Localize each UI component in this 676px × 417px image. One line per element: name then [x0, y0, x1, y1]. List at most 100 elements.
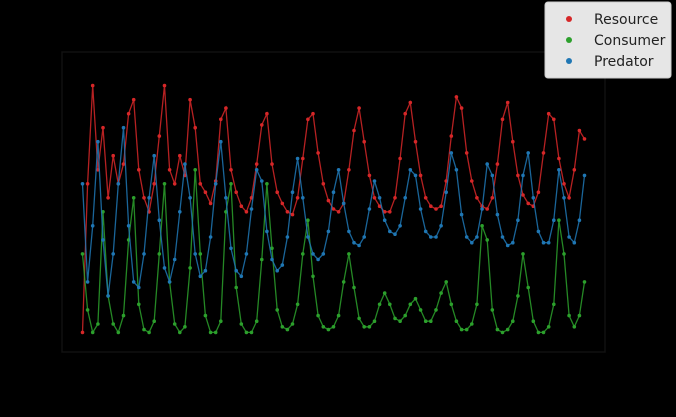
data-point-predator — [265, 229, 269, 234]
data-point-resource — [582, 137, 587, 141]
data-point-resource — [505, 100, 510, 105]
data-point-resource — [526, 201, 530, 206]
data-point-predator — [244, 252, 249, 256]
data-point-predator — [167, 280, 172, 284]
data-point-predator — [85, 280, 90, 284]
data-point-resource — [137, 168, 141, 172]
data-point-consumer — [470, 322, 474, 326]
data-point-consumer — [357, 316, 361, 321]
data-point-predator — [147, 196, 151, 200]
data-point-predator — [311, 252, 315, 256]
data-point-resource — [101, 125, 105, 130]
data-point-resource — [275, 190, 280, 194]
data-point-resource — [398, 156, 402, 161]
data-point-consumer — [526, 285, 530, 290]
data-point-consumer — [398, 319, 402, 324]
data-point-predator — [96, 139, 100, 144]
data-point-predator — [316, 257, 320, 262]
data-point-predator — [224, 196, 228, 200]
data-point-predator — [121, 125, 126, 130]
data-point-predator — [306, 235, 310, 239]
data-point-resource — [270, 162, 274, 166]
data-point-predator — [101, 238, 105, 242]
data-point-consumer — [521, 252, 525, 256]
data-point-consumer — [505, 327, 510, 332]
data-point-resource — [321, 182, 326, 186]
data-point-resource — [244, 210, 249, 214]
legend-marker-predator — [566, 58, 572, 64]
data-point-resource — [362, 139, 367, 144]
data-point-resource — [260, 123, 264, 127]
data-point-predator — [485, 162, 490, 166]
data-point-resource — [347, 168, 351, 172]
data-point-predator — [464, 235, 469, 239]
data-point-predator — [301, 196, 305, 200]
data-point-resource — [90, 83, 95, 88]
data-point-resource — [557, 156, 561, 161]
series-layer — [80, 83, 587, 335]
data-point-predator — [142, 252, 146, 256]
data-point-resource — [224, 106, 228, 110]
data-point-consumer — [260, 257, 264, 262]
data-point-predator — [188, 196, 192, 200]
data-point-consumer — [434, 308, 438, 312]
data-point-predator — [367, 207, 372, 211]
data-point-consumer — [157, 252, 162, 256]
data-point-resource — [352, 128, 356, 133]
data-point-consumer — [265, 182, 269, 186]
data-point-predator — [229, 246, 233, 251]
series-resource — [80, 83, 587, 335]
data-point-resource — [367, 173, 372, 178]
data-point-predator — [106, 294, 110, 298]
data-point-resource — [229, 168, 233, 172]
data-point-resource — [464, 151, 469, 155]
data-point-consumer — [249, 330, 254, 335]
data-point-predator — [480, 207, 484, 211]
data-point-consumer — [464, 327, 469, 332]
data-point-predator — [495, 212, 500, 217]
data-point-resource — [162, 83, 167, 88]
data-point-consumer — [352, 285, 356, 290]
series-consumer — [80, 168, 587, 335]
data-point-predator — [475, 235, 479, 239]
data-point-resource — [280, 201, 285, 206]
data-point-predator — [505, 243, 510, 248]
data-point-consumer — [295, 302, 300, 307]
data-point-consumer — [301, 252, 305, 256]
data-point-predator — [388, 229, 392, 234]
data-point-resource — [470, 179, 474, 183]
data-point-predator — [577, 218, 582, 222]
data-point-predator — [572, 240, 577, 245]
data-point-resource — [295, 196, 300, 200]
data-point-consumer — [116, 330, 121, 335]
data-point-predator — [418, 207, 423, 211]
data-point-consumer — [198, 252, 203, 256]
data-point-consumer — [413, 296, 418, 301]
data-point-predator — [408, 168, 413, 172]
data-point-consumer — [552, 302, 556, 307]
data-point-consumer — [367, 325, 372, 329]
data-point-consumer — [331, 325, 336, 329]
data-point-resource — [188, 97, 192, 102]
data-point-predator — [541, 240, 546, 245]
data-point-predator — [162, 266, 167, 270]
data-point-predator — [290, 190, 295, 194]
data-point-consumer — [372, 319, 377, 324]
data-point-predator — [372, 179, 377, 183]
data-point-predator — [347, 229, 351, 234]
data-point-predator — [90, 224, 95, 228]
data-point-predator — [336, 168, 341, 172]
data-point-predator — [157, 218, 162, 222]
data-point-predator — [183, 162, 187, 166]
data-point-resource — [459, 106, 464, 110]
data-point-resource — [541, 151, 546, 155]
data-point-resource — [290, 212, 295, 217]
data-point-consumer — [444, 280, 449, 284]
data-point-predator — [234, 268, 238, 273]
data-point-predator — [239, 274, 244, 279]
data-point-consumer — [439, 291, 443, 295]
data-point-predator — [531, 196, 536, 200]
data-point-resource — [454, 95, 459, 99]
data-point-consumer — [418, 308, 423, 312]
data-point-resource — [285, 210, 290, 214]
